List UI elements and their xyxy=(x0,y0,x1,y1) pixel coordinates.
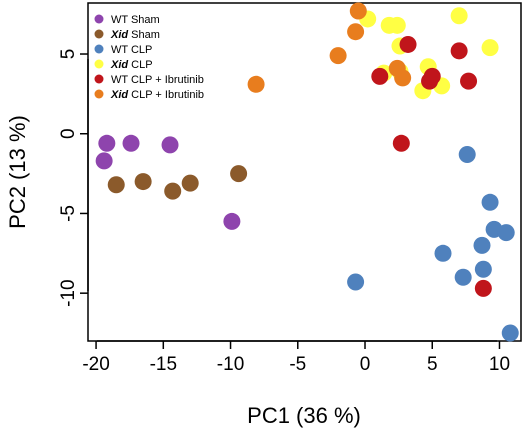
y-tick-label: 0 xyxy=(58,128,79,139)
data-point xyxy=(107,176,125,194)
legend-marker xyxy=(94,59,104,69)
data-point xyxy=(481,39,499,57)
y-tick-label: 5 xyxy=(58,49,79,60)
legend-label-part: WT xyxy=(111,44,128,56)
data-point xyxy=(95,152,113,170)
legend-label-part: CLP + Ibrutinib xyxy=(128,74,204,86)
data-point xyxy=(474,279,492,297)
data-point xyxy=(458,145,476,163)
legend-item: Xid Sham xyxy=(94,29,160,41)
legend-label-part: CLP xyxy=(128,44,152,56)
series-points xyxy=(107,165,248,200)
data-point xyxy=(454,268,472,286)
y-tick-label: -5 xyxy=(58,205,79,222)
data-point xyxy=(349,2,367,20)
data-point xyxy=(392,134,410,152)
x-axis-title: PC1 (36 %) xyxy=(247,403,361,428)
legend-label: Xid Sham xyxy=(110,29,160,41)
data-point xyxy=(450,42,468,60)
legend-item: Xid CLP xyxy=(94,59,153,71)
legend-label-part: Xid xyxy=(110,89,128,101)
series-points xyxy=(247,2,412,93)
x-tick-label: 0 xyxy=(360,354,371,375)
legend-label-part: CLP xyxy=(128,59,152,71)
y-tick-label: -10 xyxy=(58,279,79,306)
y-axis: -10 -5 0 5 xyxy=(58,49,89,307)
x-tick-label: -10 xyxy=(217,354,244,375)
legend-marker xyxy=(94,14,104,24)
series-points xyxy=(371,35,492,297)
x-tick-label: 5 xyxy=(427,354,438,375)
data-point xyxy=(423,67,441,85)
data-point xyxy=(394,69,412,87)
data-point xyxy=(134,173,152,191)
x-tick-label: -5 xyxy=(289,354,306,375)
legend-item: WT Sham xyxy=(94,14,160,26)
data-point xyxy=(460,72,478,90)
legend-item: WT CLP + Ibrutinib xyxy=(94,74,204,86)
legend-item: Xid CLP + Ibrutinib xyxy=(94,89,204,101)
legend-label-part: WT xyxy=(111,74,128,86)
legend-label: WT CLP + Ibrutinib xyxy=(111,74,204,86)
legend-marker xyxy=(94,29,104,39)
data-point xyxy=(388,16,406,34)
legend-label: WT CLP xyxy=(111,44,152,56)
legend-label: Xid CLP + Ibrutinib xyxy=(110,89,204,101)
legend-label-part: WT xyxy=(111,14,128,26)
legend-label-part: Sham xyxy=(128,14,160,26)
data-point xyxy=(434,244,452,262)
legend-marker xyxy=(94,74,104,84)
series-points xyxy=(95,134,241,230)
data-point xyxy=(164,182,182,200)
legend-label-part: Xid xyxy=(110,29,128,41)
data-point xyxy=(399,35,417,53)
data-point xyxy=(181,174,199,192)
legend-item: WT CLP xyxy=(94,44,152,56)
x-axis: -20 -15 -10 -5 0 5 10 xyxy=(82,340,510,375)
legend-label-part: CLP + Ibrutinib xyxy=(128,89,204,101)
legend-label-part: Sham xyxy=(128,29,160,41)
legend-label-part: Xid xyxy=(110,59,128,71)
data-point xyxy=(122,134,140,152)
data-point xyxy=(371,67,389,85)
legend-marker xyxy=(94,89,104,99)
data-point xyxy=(481,193,499,211)
x-tick-label: -15 xyxy=(150,354,177,375)
data-point xyxy=(161,136,179,154)
data-point xyxy=(497,224,515,242)
data-point xyxy=(474,260,492,278)
data-point xyxy=(347,273,365,291)
data-point xyxy=(223,212,241,230)
legend-label: WT Sham xyxy=(111,14,160,26)
series-points xyxy=(347,145,519,342)
data-point xyxy=(473,236,491,254)
data-point xyxy=(450,7,468,25)
legend-label: Xid CLP xyxy=(110,59,153,71)
data-point xyxy=(329,47,347,65)
y-ticks: -10 -5 0 5 xyxy=(58,49,88,307)
data-point xyxy=(347,23,365,41)
data-point xyxy=(501,324,519,342)
data-point xyxy=(247,75,265,93)
data-point xyxy=(230,165,248,183)
legend-marker xyxy=(94,44,104,54)
data-point xyxy=(98,134,116,152)
x-tick-label: 10 xyxy=(489,354,510,375)
y-axis-title: PC2 (13 %) xyxy=(5,115,30,229)
x-ticks: -20 -15 -10 -5 0 5 10 xyxy=(82,341,510,375)
data-points xyxy=(95,2,519,342)
x-tick-label: -20 xyxy=(82,354,109,375)
